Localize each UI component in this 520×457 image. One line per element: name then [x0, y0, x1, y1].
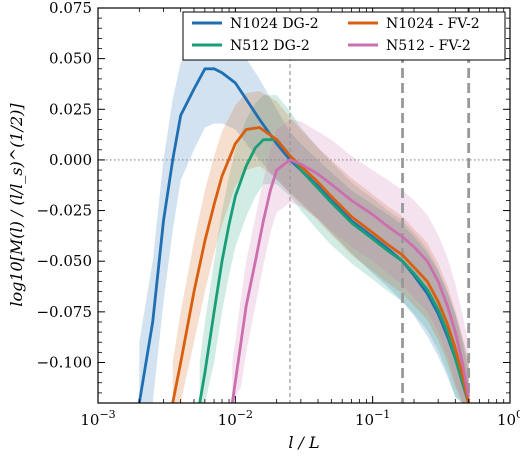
x-tick-label: 10−3 [80, 408, 115, 429]
plot-frame [97, 7, 511, 404]
x-tick-label: 10−2 [218, 408, 253, 429]
x-axis-label: l / L [288, 433, 319, 452]
band-series-0 [139, 26, 469, 403]
y-tick-label: 0.075 [49, 0, 92, 17]
y-tick-label: 0.000 [49, 151, 92, 169]
reference-lines [98, 8, 510, 403]
y-axis-label: log10[M(l) / (l/l_s)^(1/2)] [7, 103, 26, 307]
y-tick-label: −0.025 [36, 202, 92, 220]
x-tick-label: 10−1 [355, 408, 390, 429]
y-tick-label: −0.075 [36, 303, 92, 321]
y-axis-ticks: 0.075 0.050 0.025 0.000 −0.025 −0.050 −0.075 −0… [36, 0, 510, 404]
series-line-1 [198, 138, 471, 403]
legend-label-2: N1024 - FV-2 [386, 16, 480, 32]
legend-label-3: N512 - FV-2 [386, 38, 471, 54]
band-series-1 [199, 95, 469, 403]
legend-frame [182, 11, 506, 61]
y-tick-label: −0.100 [36, 353, 92, 371]
confidence-bands [139, 26, 469, 403]
x-axis-ticks: 10−3 10−2 10−1 100 [80, 8, 520, 429]
y-tick-label: −0.050 [36, 252, 92, 270]
band-series-3 [232, 119, 469, 403]
x-tick-label: 100 [497, 408, 520, 429]
y-tick-label: 0.025 [49, 100, 92, 118]
series-lines [137, 67, 471, 403]
legend-label-0: N1024 DG-2 [230, 16, 319, 32]
series-line-2 [171, 126, 471, 403]
legend-label-1: N512 DG-2 [230, 38, 310, 54]
band-series-2 [172, 91, 469, 403]
legend: N1024 DG-2 N512 DG-2 N1024 - FV-2 N512 - FV… [182, 11, 506, 61]
series-line-3 [230, 158, 471, 403]
y-tick-label: 0.050 [49, 50, 92, 68]
